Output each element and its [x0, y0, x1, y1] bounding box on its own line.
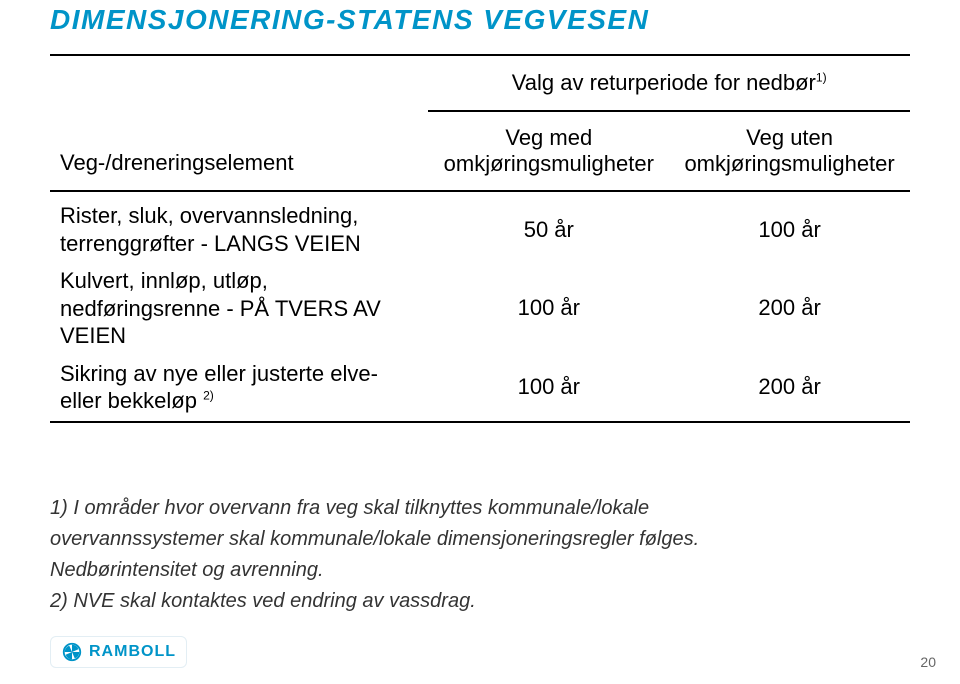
footnote-2: 2) NVE skal kontaktes ved endring av vas…	[50, 586, 790, 617]
table: Veg-/dreneringselement Valg av returperi…	[50, 54, 910, 423]
row-value-2: 100 år	[669, 191, 910, 263]
table-header-sub-2: Veg uten omkjøringsmuligheter	[669, 111, 910, 191]
slide-title: DIMENSJONERING-STATENS VEGVESEN	[50, 0, 910, 54]
brand-logo: RAMBOLL	[50, 636, 187, 668]
row-value-1: 100 år	[428, 263, 669, 356]
footnotes: 1) I områder hvor overvann fra veg skal …	[50, 493, 790, 617]
slide-page: DIMENSJONERING-STATENS VEGVESEN Veg-/dre…	[0, 0, 960, 684]
row-label: Sikring av nye eller justerte elve- elle…	[50, 356, 428, 422]
row-value-2: 200 år	[669, 356, 910, 422]
page-number: 20	[920, 654, 936, 670]
table-row: Rister, sluk, overvannsledning, terrengg…	[50, 191, 910, 263]
table-header-span-text: Valg av returperiode for nedbør	[512, 70, 816, 95]
table-row: Sikring av nye eller justerte elve- elle…	[50, 356, 910, 422]
row-label: Rister, sluk, overvannsledning, terrengg…	[50, 191, 428, 263]
table-header-left: Veg-/dreneringselement	[50, 55, 428, 191]
row-label-text: Sikring av nye eller justerte elve- elle…	[60, 361, 378, 414]
row-value-2: 200 år	[669, 263, 910, 356]
table-header-span-sup: 1)	[816, 71, 827, 85]
table-header-sub-1: Veg med omkjøringsmuligheter	[428, 111, 669, 191]
dimensioning-table: Veg-/dreneringselement Valg av returperi…	[50, 54, 910, 423]
table-header-span: Valg av returperiode for nedbør1)	[428, 55, 910, 111]
row-value-1: 50 år	[428, 191, 669, 263]
row-label: Kulvert, innløp, utløp, nedføringsrenne …	[50, 263, 428, 356]
logo-icon	[61, 641, 83, 663]
row-label-sup: 2)	[203, 389, 214, 403]
table-row: Kulvert, innløp, utløp, nedføringsrenne …	[50, 263, 910, 356]
logo-text: RAMBOLL	[89, 643, 176, 661]
row-value-1: 100 år	[428, 356, 669, 422]
footnote-1: 1) I områder hvor overvann fra veg skal …	[50, 493, 790, 586]
